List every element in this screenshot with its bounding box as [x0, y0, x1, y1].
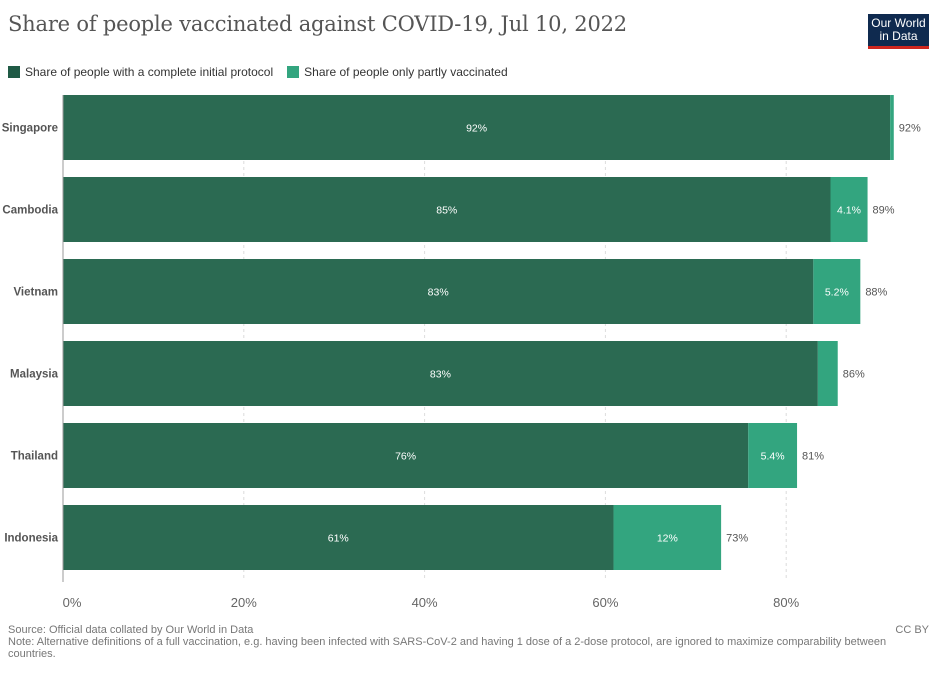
bar-complete	[63, 341, 818, 406]
license-link[interactable]: CC BY	[895, 624, 929, 636]
bar-partial	[813, 259, 861, 324]
x-tick-label: 20%	[231, 595, 257, 610]
x-tick-label: 40%	[412, 595, 438, 610]
category-label: Singapore	[2, 123, 58, 135]
data-label-partial: 5.2%	[825, 287, 849, 299]
legend-swatch-partial	[287, 66, 300, 78]
bar-partial	[830, 177, 868, 242]
bar-complete	[63, 177, 831, 242]
bar-complete	[63, 259, 814, 324]
data-label-complete: 92%	[466, 123, 487, 135]
category-label: Cambodia	[2, 205, 58, 217]
footer: Source: Official data collated by Our Wo…	[8, 624, 898, 660]
category-label: Thailand	[11, 451, 58, 463]
x-tick-label: 80%	[773, 595, 799, 610]
legend-swatch-complete	[8, 66, 20, 78]
legend-label-complete: Share of people with a complete initial …	[25, 65, 274, 79]
total-label: 86%	[843, 369, 865, 381]
bar-partial	[817, 341, 838, 406]
category-label: Indonesia	[4, 533, 58, 545]
bar-partial	[890, 95, 894, 160]
total-label: 73%	[726, 533, 748, 545]
note-text: Note: Alternative definitions of a full …	[8, 636, 887, 660]
source-text: Source: Official data collated by Our Wo…	[8, 624, 254, 636]
total-label: 89%	[873, 205, 895, 217]
bar-complete	[63, 423, 749, 488]
total-label: 88%	[865, 287, 887, 299]
data-label-complete: 85%	[436, 205, 457, 217]
chart-title: Share of people vaccinated against COVID…	[8, 12, 627, 36]
legend: Share of people with a complete initial …	[8, 65, 522, 79]
category-label: Malaysia	[10, 369, 59, 381]
data-label-complete: 83%	[430, 369, 451, 381]
total-label: 81%	[802, 451, 824, 463]
data-label-partial: 5.4%	[761, 451, 785, 463]
total-label: 92%	[899, 123, 921, 135]
bar-complete	[63, 95, 891, 160]
category-label: Vietnam	[13, 287, 58, 299]
data-label-partial: 12%	[657, 533, 678, 545]
logo-line-2: in Data	[879, 29, 918, 43]
data-label-partial: 4.1%	[837, 205, 861, 217]
bar-complete	[63, 505, 614, 570]
logo-line-1: Our World	[871, 16, 926, 30]
x-tick-label: 0%	[63, 595, 82, 610]
owid-logo[interactable]: Our World in Data	[868, 14, 929, 49]
legend-label-partial: Share of people only partly vaccinated	[304, 65, 508, 79]
legend-item-partial[interactable]: Share of people only partly vaccinated	[287, 65, 508, 79]
data-label-complete: 76%	[395, 451, 416, 463]
data-label-complete: 61%	[328, 533, 349, 545]
legend-item-complete[interactable]: Share of people with a complete initial …	[8, 65, 273, 79]
data-label-complete: 83%	[428, 287, 449, 299]
bar-partial	[613, 505, 722, 570]
x-tick-label: 60%	[592, 595, 618, 610]
bar-partial	[748, 423, 798, 488]
